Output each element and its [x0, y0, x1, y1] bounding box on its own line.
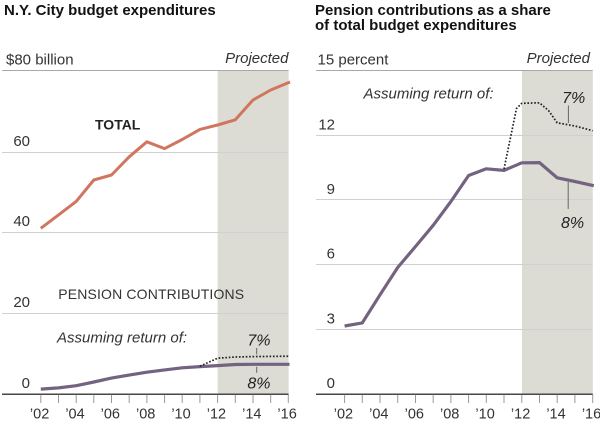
svg-text:’08: ’08 [440, 407, 459, 423]
svg-text:0: 0 [327, 375, 335, 392]
svg-text:TOTAL: TOTAL [95, 116, 141, 132]
svg-text:20: 20 [13, 294, 30, 311]
svg-text:8%: 8% [247, 375, 270, 392]
svg-text:’04: ’04 [369, 407, 388, 423]
svg-text:40: 40 [13, 213, 30, 230]
svg-text:’02: ’02 [30, 407, 49, 423]
svg-text:’10: ’10 [171, 407, 190, 423]
svg-text:Projected: Projected [225, 50, 289, 67]
svg-text:’06: ’06 [101, 407, 120, 423]
svg-text:6: 6 [327, 246, 335, 263]
svg-text:Pension contributions as a sha: Pension contributions as a share [315, 2, 551, 19]
svg-text:60: 60 [13, 133, 30, 150]
svg-text:8%: 8% [561, 215, 584, 232]
svg-text:N.Y. City budget expenditures: N.Y. City budget expenditures [4, 2, 216, 19]
svg-text:’12: ’12 [511, 407, 530, 423]
svg-text:’06: ’06 [405, 407, 424, 423]
svg-text:Assuming return of:: Assuming return of: [56, 330, 187, 347]
svg-text:PENSION CONTRIBUTIONS: PENSION CONTRIBUTIONS [58, 286, 244, 302]
svg-text:’02: ’02 [334, 407, 353, 423]
svg-text:’10: ’10 [475, 407, 494, 423]
svg-text:$80 billion: $80 billion [6, 52, 74, 69]
svg-text:12: 12 [318, 117, 335, 134]
svg-text:3: 3 [327, 310, 335, 327]
svg-text:Projected: Projected [527, 50, 591, 67]
svg-text:Assuming return of:: Assuming return of: [363, 86, 494, 103]
svg-text:’14: ’14 [546, 407, 565, 423]
svg-text:’16: ’16 [277, 407, 296, 423]
svg-text:of total budget expenditures: of total budget expenditures [315, 17, 517, 34]
svg-text:0: 0 [22, 375, 30, 392]
svg-text:9: 9 [327, 181, 335, 198]
svg-text:15 percent: 15 percent [318, 52, 390, 69]
svg-text:’16: ’16 [582, 407, 600, 423]
svg-text:’14: ’14 [242, 407, 261, 423]
svg-text:’12: ’12 [207, 407, 226, 423]
svg-text:’04: ’04 [65, 407, 84, 423]
svg-text:7%: 7% [562, 90, 585, 107]
svg-text:7%: 7% [247, 333, 270, 350]
svg-text:’08: ’08 [136, 407, 155, 423]
